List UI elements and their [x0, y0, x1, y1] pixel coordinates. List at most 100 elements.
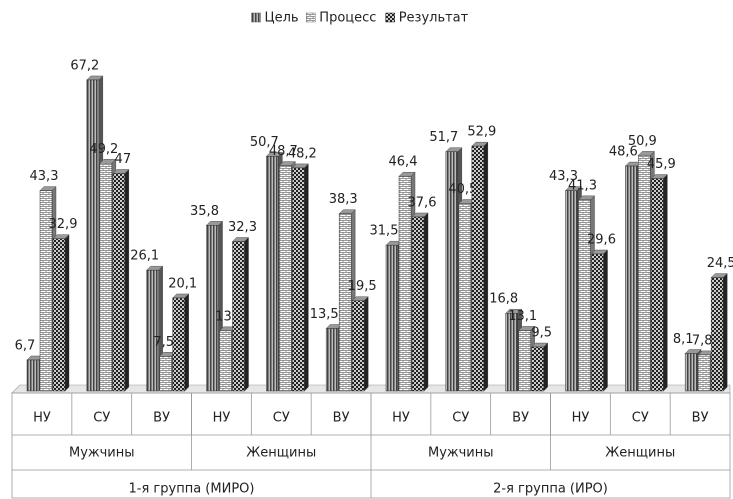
- bar: [159, 356, 172, 392]
- legend-label: Цель: [265, 11, 299, 26]
- bar: [578, 199, 591, 392]
- bar-side: [244, 237, 249, 392]
- bar: [279, 165, 292, 392]
- legend-swatch: [385, 12, 395, 23]
- data-label: 50,7: [250, 135, 279, 150]
- data-label: 67,2: [70, 58, 99, 73]
- bar-side: [483, 141, 489, 392]
- subgroup-label: Мужчины: [69, 446, 135, 461]
- data-label: 8,1: [673, 332, 694, 347]
- bar: [625, 165, 638, 392]
- bar: [385, 244, 399, 392]
- data-label: 52,9: [467, 125, 496, 140]
- data-label: 38,3: [329, 192, 358, 207]
- bar: [172, 297, 185, 392]
- x-tick-label: СУ: [93, 411, 110, 426]
- bar: [112, 173, 126, 392]
- bar-side: [64, 234, 70, 392]
- bar: [638, 155, 651, 392]
- data-label: 24,5: [707, 256, 733, 271]
- data-label: 31,5: [370, 224, 399, 239]
- data-label: 13,5: [310, 307, 339, 322]
- bar-side: [663, 174, 668, 392]
- data-label: 20,1: [168, 276, 197, 291]
- subgroup-label: Мужчины: [428, 446, 494, 461]
- data-label: 41,3: [568, 178, 597, 193]
- data-label: 6,7: [15, 338, 36, 353]
- bar: [411, 216, 425, 392]
- bar: [325, 328, 339, 392]
- bar: [471, 145, 485, 392]
- bar: [86, 79, 100, 392]
- x-tick-label: НУ: [33, 411, 51, 426]
- subgroup-label: Женщины: [605, 446, 675, 461]
- x-tick-label: ВУ: [692, 411, 709, 426]
- x-tick-label: ВУ: [512, 411, 529, 426]
- data-label: 13,1: [508, 309, 537, 324]
- legend-swatch: [251, 12, 261, 23]
- data-label: 43,3: [549, 169, 578, 184]
- bar: [39, 190, 53, 392]
- x-tick-label: СУ: [632, 411, 649, 426]
- bar-side: [423, 212, 429, 392]
- data-label: 32,3: [228, 220, 257, 235]
- group-label: 1-я группа (МИРО): [129, 482, 255, 497]
- data-label: 40,5: [448, 182, 477, 197]
- data-label: 48,7: [269, 144, 298, 159]
- bar: [26, 359, 40, 392]
- data-label: 45,9: [647, 157, 676, 172]
- data-label: 37,6: [408, 195, 437, 210]
- x-tick-label: НУ: [213, 411, 231, 426]
- bar-side: [304, 163, 309, 392]
- data-label: 48,6: [609, 145, 638, 160]
- data-label: 9,5: [531, 326, 552, 341]
- data-label: 35,8: [190, 204, 219, 219]
- bar: [684, 353, 698, 392]
- data-label: 16,8: [489, 292, 518, 307]
- data-label: 51,7: [429, 130, 458, 145]
- bar: [591, 253, 604, 392]
- bar: [398, 175, 412, 392]
- x-tick-label: СУ: [273, 411, 290, 426]
- bar: [710, 277, 724, 392]
- bar: [292, 167, 305, 392]
- bar-side: [184, 293, 189, 392]
- bar-side: [124, 168, 130, 392]
- x-tick-label: ВУ: [333, 411, 350, 426]
- data-label: 50,9: [628, 134, 657, 149]
- x-tick-label: СУ: [452, 411, 469, 426]
- bar: [458, 203, 472, 392]
- data-label: 7,8: [692, 333, 713, 348]
- bar-side: [722, 273, 728, 392]
- x-tick-label: ВУ: [153, 411, 170, 426]
- data-label: 49,2: [89, 142, 118, 157]
- bar-side: [363, 296, 369, 392]
- data-label: 43,3: [30, 169, 59, 184]
- bar: [505, 312, 518, 392]
- data-label: 26,1: [130, 249, 159, 264]
- bar: [445, 151, 459, 392]
- x-tick-label: НУ: [392, 411, 410, 426]
- bar: [99, 163, 113, 392]
- bar: [219, 330, 232, 392]
- bar: [565, 190, 578, 392]
- data-label: 47: [115, 152, 132, 167]
- data-label: 48,2: [288, 146, 317, 161]
- bar: [338, 213, 352, 392]
- bar: [266, 156, 279, 392]
- bar: [697, 354, 711, 392]
- subgroup-label: Женщины: [246, 446, 316, 461]
- legend-label: Результат: [399, 11, 469, 26]
- bar: [518, 330, 531, 392]
- data-label: 46,4: [389, 155, 418, 170]
- bar: [52, 238, 66, 392]
- data-label: 32,9: [49, 217, 78, 232]
- data-label: 7,5: [153, 335, 174, 350]
- legend-label: Процесс: [319, 11, 376, 26]
- bar: [531, 346, 544, 392]
- bar: [206, 225, 219, 392]
- bar: [232, 241, 245, 392]
- group-label: 2-я группа (ИРО): [493, 482, 608, 497]
- data-label: 29,6: [587, 232, 616, 247]
